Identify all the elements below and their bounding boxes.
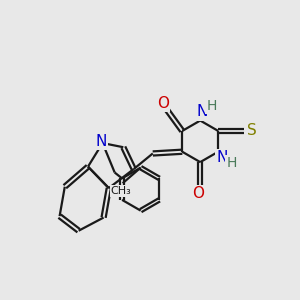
Text: N: N xyxy=(217,151,228,166)
Text: O: O xyxy=(157,96,169,111)
Text: H: H xyxy=(226,156,237,170)
Text: N: N xyxy=(95,134,106,149)
Text: CH₃: CH₃ xyxy=(110,186,131,196)
Text: N: N xyxy=(196,104,208,119)
Text: S: S xyxy=(247,123,257,138)
Text: H: H xyxy=(206,99,217,113)
Text: O: O xyxy=(193,186,205,201)
